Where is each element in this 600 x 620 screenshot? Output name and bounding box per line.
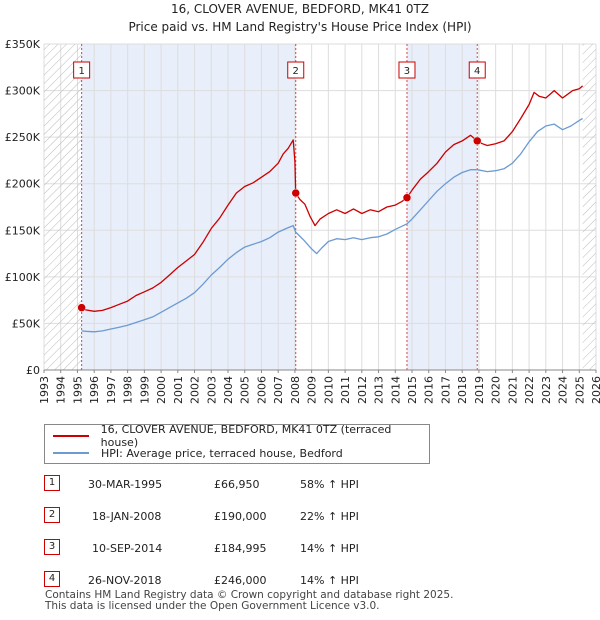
sales-table: 1 30-MAR-1995 £66,950 58% ↑ HPI 2 18-JAN… <box>44 472 424 600</box>
y-tick-label: £100K <box>5 271 41 284</box>
sale-row: 1 30-MAR-1995 £66,950 58% ↑ HPI <box>44 472 424 504</box>
y-tick-label: £150K <box>5 224 41 237</box>
x-tick-label: 1995 <box>71 376 84 404</box>
ownership-shade <box>406 44 478 370</box>
sale-point <box>77 303 86 312</box>
legend-item-hpi: HPI: Average price, terraced house, Bedf… <box>53 445 343 461</box>
x-tick-label: 2019 <box>473 376 486 404</box>
chart-title: 16, CLOVER AVENUE, BEDFORD, MK41 0TZ <box>170 2 430 16</box>
legend-line-blue <box>53 452 89 454</box>
sale-point <box>472 136 482 146</box>
sale-row: 3 10-SEP-2014 £184,995 14% ↑ HPI <box>44 536 424 568</box>
x-tick-label: 2020 <box>490 376 503 404</box>
sale-number-badge: 3 <box>44 539 60 555</box>
x-tick-label: 2003 <box>205 376 218 404</box>
sale-date: 10-SEP-2014 <box>92 542 163 555</box>
sale-number-badge: 4 <box>44 571 60 587</box>
x-tick-label: 2024 <box>557 376 570 404</box>
x-tick-label: 2001 <box>172 376 185 404</box>
sale-marker-label: 3 <box>404 66 410 77</box>
x-tick-label: 2012 <box>356 376 369 404</box>
sale-marker-label: 4 <box>474 66 480 77</box>
footer-copyright: Contains HM Land Registry data © Crown c… <box>45 589 454 601</box>
no-data-hatch <box>44 44 82 370</box>
footer: Contains HM Land Registry data © Crown c… <box>45 590 453 612</box>
sale-marker-label: 2 <box>293 66 299 77</box>
sale-row: 2 18-JAN-2008 £190,000 22% ↑ HPI <box>44 504 424 536</box>
sale-date: 18-JAN-2008 <box>92 510 162 523</box>
legend: 16, CLOVER AVENUE, BEDFORD, MK41 0TZ (te… <box>44 423 430 464</box>
property-price-line <box>81 85 584 312</box>
x-tick-label: 2014 <box>389 376 402 404</box>
x-tick-label: 2025 <box>573 376 586 404</box>
sale-price: £190,000 <box>214 510 267 523</box>
x-tick-label: 2026 <box>590 376 600 404</box>
x-tick-label: 1993 <box>38 376 51 404</box>
x-tick-label: 1996 <box>88 376 101 404</box>
x-tick-label: 1999 <box>138 376 151 404</box>
sale-price: £184,995 <box>214 542 267 555</box>
x-tick-label: 1997 <box>105 376 118 404</box>
sale-marker-box <box>73 61 91 79</box>
x-tick-label: 2015 <box>406 376 419 404</box>
legend-label-hpi: HPI: Average price, terraced house, Bedf… <box>101 446 343 460</box>
x-tick-label: 1994 <box>55 376 68 404</box>
sale-number-badge: 1 <box>44 475 60 491</box>
sale-number-badge: 2 <box>44 507 60 523</box>
x-tick-label: 2017 <box>439 376 452 404</box>
footer-license: This data is licensed under the Open Gov… <box>45 600 380 612</box>
sale-marker-box <box>287 61 305 79</box>
x-tick-label: 2022 <box>523 376 536 404</box>
legend-line-red <box>53 435 89 437</box>
sale-row: 4 26-NOV-2018 £246,000 14% ↑ HPI <box>44 568 424 600</box>
sale-hpi-change: 14% ↑ HPI <box>300 542 359 555</box>
sale-marker-label: 1 <box>78 66 84 77</box>
ownership-shade <box>81 44 296 370</box>
chart-subtitle: Price paid vs. HM Land Registry's House … <box>128 20 472 34</box>
legend-label-property: 16, CLOVER AVENUE, BEDFORD, MK41 0TZ (te… <box>100 423 392 449</box>
sale-hpi-change: 58% ↑ HPI <box>300 478 359 491</box>
sale-price: £246,000 <box>214 574 267 587</box>
x-tick-label: 2000 <box>155 376 168 404</box>
y-tick-label: £350K <box>5 38 41 51</box>
sale-marker-box <box>398 61 416 79</box>
no-data-hatch <box>582 44 596 370</box>
hpi-line <box>81 117 583 333</box>
x-tick-label: 2013 <box>373 376 386 404</box>
x-tick-label: 2007 <box>272 376 285 404</box>
x-tick-label: 2004 <box>222 376 235 404</box>
y-tick-label: £300K <box>5 85 41 98</box>
legend-item-property: 16, CLOVER AVENUE, BEDFORD, MK41 0TZ (te… <box>53 423 429 449</box>
sale-price: £66,950 <box>214 478 260 491</box>
y-tick-label: £200K <box>5 178 41 191</box>
sale-point <box>291 188 300 198</box>
x-tick-label: 2021 <box>506 376 519 404</box>
sale-date: 30-MAR-1995 <box>88 478 163 491</box>
price-chart: £0 £50K £100K £150K £200K £250K £300K £350K 1993… <box>5 38 600 404</box>
sale-marker-box <box>468 61 486 79</box>
sale-hpi-change: 14% ↑ HPI <box>300 574 359 587</box>
x-tick-label: 2016 <box>423 376 436 404</box>
x-tick-label: 2002 <box>189 376 202 404</box>
sale-point <box>402 193 412 202</box>
x-tick-label: 2010 <box>322 376 335 404</box>
x-tick-label: 2006 <box>255 376 268 404</box>
x-tick-label: 2018 <box>456 376 469 404</box>
y-tick-label: £0 <box>26 364 40 377</box>
x-tick-label: 2023 <box>540 376 553 404</box>
y-tick-label: £50K <box>12 317 41 330</box>
x-tick-label: 2009 <box>306 376 319 404</box>
sale-hpi-change: 22% ↑ HPI <box>300 510 359 523</box>
x-tick-label: 2008 <box>289 376 302 404</box>
y-tick-label: £250K <box>5 131 41 144</box>
x-tick-label: 2011 <box>339 376 352 404</box>
sale-date: 26-NOV-2018 <box>88 574 162 587</box>
x-tick-label: 2005 <box>239 376 252 404</box>
x-tick-label: 1998 <box>122 376 135 404</box>
